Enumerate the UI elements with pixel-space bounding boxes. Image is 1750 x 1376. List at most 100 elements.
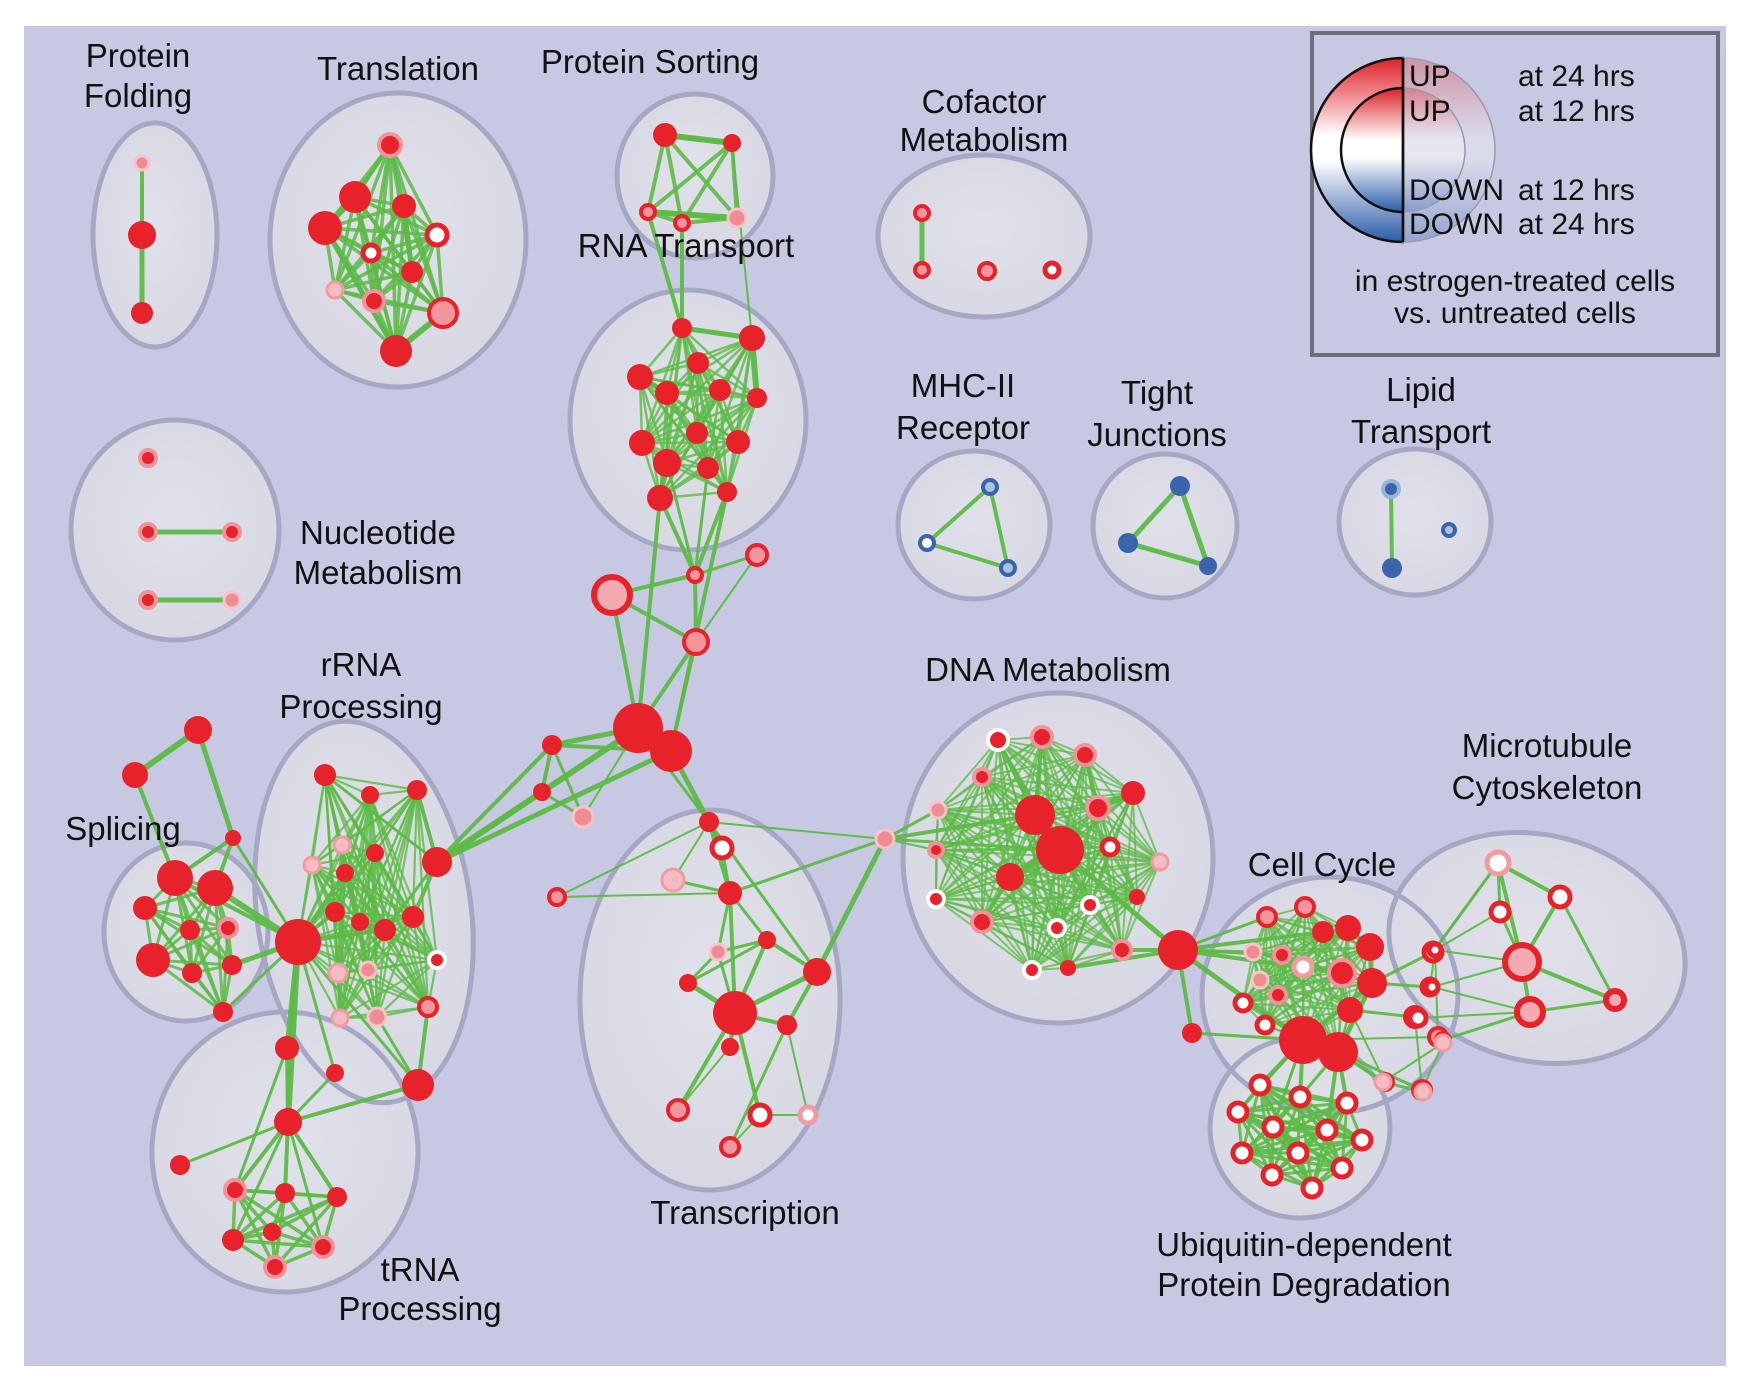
edge xyxy=(935,898,1033,971)
edge xyxy=(1132,792,1138,898)
node-155 xyxy=(1603,988,1627,1012)
edge xyxy=(311,864,438,961)
node-138 xyxy=(1268,985,1288,1005)
cluster-label-lipid-transport: Transport xyxy=(1351,413,1491,450)
cluster-label-cofactor-metabolism: Cofactor xyxy=(922,83,1047,120)
edge xyxy=(1132,792,1161,863)
edge xyxy=(1431,986,1531,1013)
edge xyxy=(1127,540,1209,569)
node-105 xyxy=(972,767,992,787)
edge xyxy=(341,794,371,846)
node-140 xyxy=(1254,1014,1276,1036)
cluster-label-tight-junctions: Tight xyxy=(1121,374,1193,411)
node-21 xyxy=(687,352,709,374)
node-4 xyxy=(339,181,371,213)
node-86 xyxy=(709,835,735,861)
edge xyxy=(1126,484,1182,545)
edge xyxy=(435,743,554,864)
node-75 xyxy=(170,1155,190,1175)
node-49 xyxy=(180,920,200,940)
edge xyxy=(1177,485,1211,567)
node-32 xyxy=(717,482,737,502)
node-125 xyxy=(1256,906,1278,928)
node-59 xyxy=(407,780,427,800)
node-167 xyxy=(1330,1156,1354,1180)
cluster-label-dna-metabolism: DNA Metabolism xyxy=(925,651,1171,688)
edge xyxy=(367,958,438,972)
cluster-label-microtubule-cytoskeleton: Cytoskeleton xyxy=(1452,769,1643,806)
edge xyxy=(233,1189,277,1268)
node-117 xyxy=(1129,889,1145,905)
edge xyxy=(337,971,429,1009)
node-47 xyxy=(197,870,233,906)
node-85 xyxy=(699,812,719,832)
node-60 xyxy=(332,835,352,855)
legend-ring-12h-left xyxy=(1339,86,1405,214)
edge xyxy=(729,837,886,895)
node-19 xyxy=(672,318,692,338)
node-180 xyxy=(977,261,997,281)
node-51 xyxy=(136,943,170,977)
edge xyxy=(728,1024,789,1148)
edge xyxy=(334,233,438,292)
node-133 xyxy=(1318,1032,1358,1072)
edge xyxy=(731,142,753,339)
node-64 xyxy=(325,902,345,922)
edge xyxy=(195,729,236,839)
node-182 xyxy=(981,478,999,496)
node-137 xyxy=(1250,970,1270,990)
edge xyxy=(981,776,1099,809)
edge xyxy=(550,744,585,818)
node-187 xyxy=(1199,557,1217,575)
node-174 xyxy=(138,522,158,542)
cluster-area-cofactor-metabolism xyxy=(878,155,1090,317)
edge xyxy=(636,497,662,729)
edge xyxy=(310,864,342,1019)
node-119 xyxy=(1047,918,1067,938)
node-179 xyxy=(913,261,931,279)
node-139 xyxy=(1232,992,1254,1014)
cluster-border-protein-folding xyxy=(90,120,220,350)
edge xyxy=(677,1046,731,1111)
edge xyxy=(375,929,387,1018)
node-78 xyxy=(327,1187,347,1207)
node-122 xyxy=(1060,960,1076,976)
edge xyxy=(1434,862,1499,951)
cluster-label-splicing: Splicing xyxy=(65,810,181,847)
node-76 xyxy=(223,1178,247,1202)
node-129 xyxy=(1327,958,1357,988)
node-176 xyxy=(138,590,158,610)
cluster-border-trna-processing xyxy=(149,1009,421,1295)
node-8 xyxy=(360,242,382,264)
edge xyxy=(232,1238,324,1249)
cluster-border-protein-sorting xyxy=(614,91,776,261)
node-7 xyxy=(424,222,450,248)
edge xyxy=(1264,916,1268,1026)
node-141 xyxy=(1182,1023,1202,1043)
edge xyxy=(1266,916,1349,929)
edge xyxy=(273,1195,339,1269)
cluster-border-nucleotide-metabolism xyxy=(68,417,282,643)
node-2 xyxy=(131,302,153,324)
node-20 xyxy=(739,325,765,351)
cluster-label-ubiquitin-dependent-protein-degradation: Ubiquitin-dependent xyxy=(1156,1226,1451,1263)
legend-direction-label-1: UP xyxy=(1409,95,1451,128)
edge xyxy=(1067,896,1138,969)
node-185 xyxy=(1170,476,1190,496)
cluster-border-tight-junctions xyxy=(1090,451,1240,601)
cluster-label-microtubule-cytoskeleton: Microtubule xyxy=(1462,727,1633,764)
node-134 xyxy=(1243,942,1263,962)
edge xyxy=(1281,946,1371,956)
node-26 xyxy=(686,422,708,444)
node-161 xyxy=(1226,1100,1250,1124)
edge xyxy=(1031,896,1138,971)
edge xyxy=(786,1024,809,1116)
edge xyxy=(1558,896,1617,1001)
cluster-border-dna-metabolism xyxy=(900,690,1216,1026)
edge xyxy=(144,906,229,930)
edge xyxy=(233,1120,290,1192)
edge xyxy=(133,774,177,879)
cluster-label-protein-folding: Folding xyxy=(84,77,192,114)
edge xyxy=(556,821,710,898)
